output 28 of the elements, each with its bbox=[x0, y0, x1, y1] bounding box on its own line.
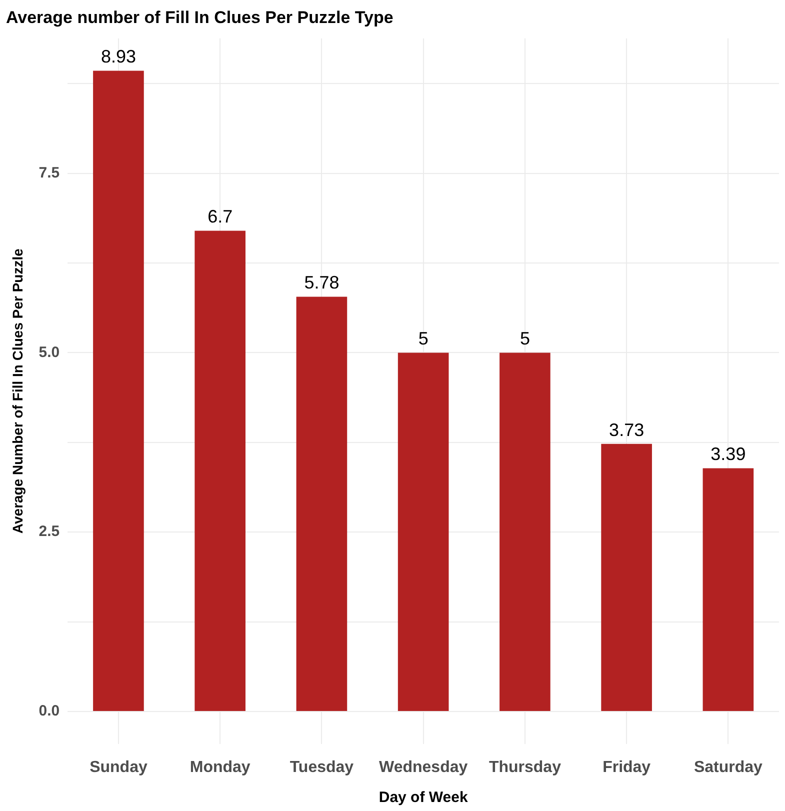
bar bbox=[194, 230, 246, 712]
x-tick-label: Thursday bbox=[488, 758, 562, 776]
data-label: 5.78 bbox=[304, 272, 340, 293]
x-tick-label: Wednesday bbox=[379, 758, 468, 776]
y-tick-label: 0.0 bbox=[38, 702, 60, 720]
data-label: 5 bbox=[418, 328, 428, 349]
x-axis-title: Day of Week bbox=[378, 789, 468, 806]
y-tick-label: 5.0 bbox=[38, 344, 60, 361]
data-label: 6.7 bbox=[208, 206, 233, 227]
y-tick-label: 7.5 bbox=[38, 164, 60, 182]
data-label: 8.93 bbox=[100, 46, 136, 67]
x-tick-label: Friday bbox=[602, 758, 651, 776]
chart-title: Average number of Fill In Clues Per Puzzle Type bbox=[6, 8, 394, 27]
bar bbox=[93, 70, 144, 712]
data-label: 3.73 bbox=[609, 420, 644, 440]
bar bbox=[500, 352, 550, 712]
data-label: 3.39 bbox=[710, 444, 746, 464]
y-tick-label: 2.5 bbox=[38, 523, 60, 540]
x-tick-label: Saturday bbox=[694, 758, 763, 776]
bar bbox=[296, 296, 348, 712]
bar bbox=[702, 468, 754, 712]
x-tick-label: Monday bbox=[190, 758, 250, 776]
y-axis-title: Average Number of Fill In Clues Per Puzzle bbox=[9, 248, 26, 534]
x-tick-label: Sunday bbox=[90, 758, 148, 776]
bar bbox=[601, 444, 652, 712]
bar bbox=[398, 352, 449, 712]
data-label: 5 bbox=[520, 328, 530, 349]
x-tick-label: Tuesday bbox=[290, 758, 354, 776]
